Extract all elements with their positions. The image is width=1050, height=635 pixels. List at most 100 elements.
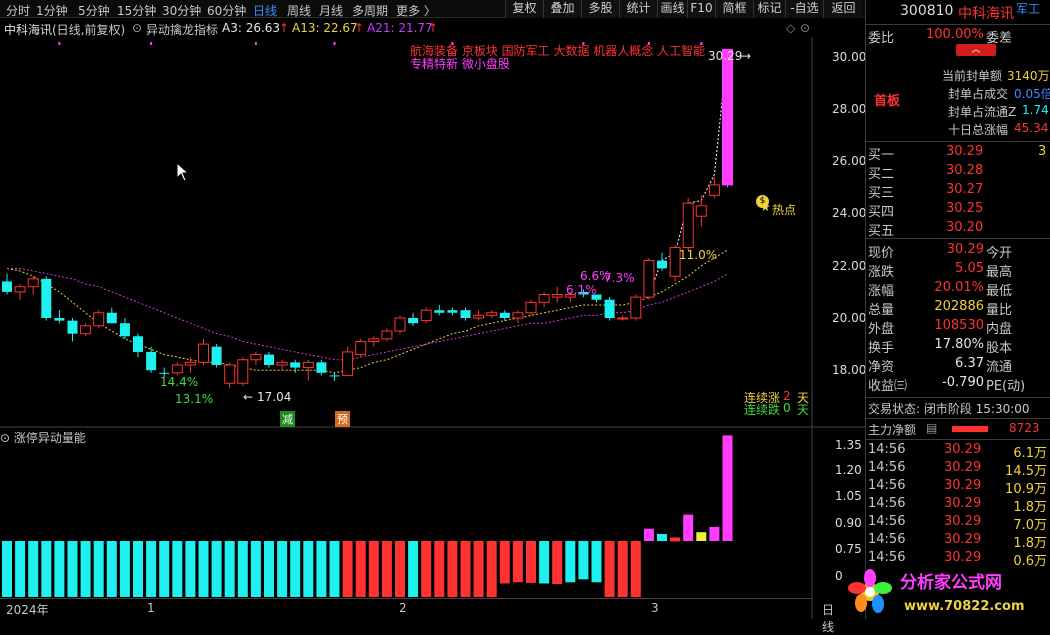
volume-bar — [630, 541, 641, 597]
stat-label: 涨幅 — [868, 284, 895, 299]
volume-bar — [211, 541, 222, 597]
volume-bar — [303, 541, 314, 597]
candle-body — [14, 286, 26, 293]
vol-tick: 0.75 — [835, 542, 862, 556]
pct-label: 7.3% — [604, 271, 635, 285]
sector-tag[interactable]: 军工 — [1016, 2, 1041, 16]
period-tab[interactable]: 5分钟 — [78, 4, 110, 18]
indicator-name[interactable]: 异动擒龙指标 — [146, 23, 219, 37]
concept-tags: 航海装备 京板块 国防军工 大数据 机器人概念 人工智能 — [410, 44, 706, 58]
volume-bar — [264, 541, 274, 597]
stat-value: 20.01% — [934, 280, 984, 295]
volume-bar — [395, 541, 405, 597]
tick-row: 14:56 30.29 7.0万 — [868, 513, 1049, 533]
stat-row: 外盘 108530 内盘 — [868, 317, 1049, 337]
bid-price: 30.27 — [946, 182, 984, 197]
period-tab[interactable]: 分时 — [6, 4, 31, 18]
tick-row: 14:56 30.29 1.8万 — [868, 495, 1049, 515]
candle-body — [316, 362, 327, 373]
price-tick: 22.00 — [832, 259, 867, 273]
candle-body — [643, 260, 655, 298]
a3-value: A3: 26.63 — [222, 21, 281, 35]
streak-down-count: 0 — [783, 401, 791, 415]
x-tick: 日线 — [822, 603, 835, 634]
candle-body — [2, 281, 12, 292]
seal-label: 封单占成交 — [948, 87, 1009, 101]
seal-value: 0.05倍 — [1014, 87, 1050, 101]
period-tab[interactable]: 60分钟 — [207, 4, 247, 18]
volume-bar — [460, 541, 471, 597]
tick-volume: 0.6万 — [1013, 554, 1047, 569]
period-tab[interactable]: 多周期 — [352, 4, 389, 18]
tick-time: 14:56 — [868, 532, 906, 547]
toolbar-button[interactable]: 返回 — [823, 0, 863, 18]
tick-time: 14:56 — [868, 550, 906, 565]
bid-row[interactable]: 买一 30.29 3 — [868, 143, 1049, 163]
ma-yellow-line — [6, 249, 728, 374]
toolbar-button[interactable]: F10 — [687, 0, 715, 18]
toolbar-button[interactable]: 标记 — [753, 0, 785, 18]
volume-bar — [683, 514, 694, 541]
candle-body — [184, 361, 196, 366]
volume-bar — [368, 541, 379, 597]
candle-body — [146, 351, 157, 371]
diamond-icon[interactable]: ◇ — [786, 21, 796, 35]
stat-label: 外盘 — [868, 322, 895, 337]
pct-label: 6.6% — [580, 269, 611, 283]
stat-value: 108530 — [934, 318, 984, 333]
volume-bar — [80, 541, 91, 597]
toolbar-button[interactable]: 统计 — [619, 0, 657, 18]
top-dots — [58, 42, 703, 45]
bid-label: 买二 — [868, 167, 895, 182]
low-arrow-icon: ← — [243, 390, 254, 404]
high-label: 30.29 — [708, 49, 743, 63]
quote-panel: 300810 中科海讯 军工 委比 100.00% 委差 ︿ 首板 当前封单额 3… — [865, 0, 1050, 619]
toolbar-button[interactable]: 复权 — [505, 0, 543, 18]
toolbar-button[interactable]: 多股 — [581, 0, 619, 18]
settings-icon[interactable]: ⊙ — [132, 21, 143, 35]
period-tab[interactable]: 30分钟 — [162, 4, 202, 18]
period-tab[interactable]: 月线 — [319, 4, 344, 18]
candle-body — [27, 278, 39, 288]
period-tab[interactable]: 15分钟 — [117, 4, 157, 18]
table-icon[interactable]: ▤ — [926, 421, 938, 435]
collapse-icon[interactable]: ︿ — [956, 44, 996, 56]
period-tab[interactable]: 更多 〉 — [396, 4, 436, 18]
candle-body — [420, 309, 432, 322]
up-arrow-icon: ↑ — [428, 21, 439, 35]
chart-mode: (日线,前复权) — [52, 23, 126, 37]
toolbar-button[interactable]: 画线 — [657, 0, 687, 18]
period-tab-active[interactable]: 日线 — [253, 4, 278, 18]
volume-bar — [133, 541, 143, 597]
bid-row[interactable]: 买五 30.20 — [868, 219, 1049, 239]
x-tick: 2 — [399, 601, 407, 615]
period-tab[interactable]: 周线 — [287, 4, 312, 18]
bid-label: 买五 — [868, 224, 895, 239]
bid-row[interactable]: 买四 30.25 — [868, 200, 1049, 220]
candle-body — [54, 318, 65, 321]
volume-bar — [578, 541, 589, 580]
volume-bar — [15, 541, 26, 597]
tick-time: 14:56 — [868, 496, 906, 511]
stat-label: 收益㈢ — [868, 379, 908, 394]
bid-row[interactable]: 买三 30.27 — [868, 181, 1049, 201]
tick-volume: 14.5万 — [1005, 464, 1047, 479]
candle-body — [381, 330, 393, 340]
close-icon[interactable]: ⊙ — [800, 21, 811, 35]
toolbar-button[interactable]: 叠加 — [543, 0, 581, 18]
period-tab[interactable]: 1分钟 — [36, 4, 68, 18]
toolbar-button[interactable]: -自选 — [785, 0, 823, 18]
bid-row[interactable]: 买二 30.28 — [868, 162, 1049, 182]
candle-body — [119, 323, 130, 337]
kline-chart[interactable] — [0, 37, 865, 619]
toolbar-button[interactable]: 简框 — [715, 0, 753, 18]
stat-value: 30.29 — [946, 242, 984, 257]
volume-bar — [696, 532, 707, 541]
volume-bar — [526, 541, 536, 583]
settings-icon[interactable]: ⊙ — [0, 431, 14, 445]
volume-bar — [408, 541, 419, 597]
volume-bar — [381, 541, 392, 597]
price-tick: 20.00 — [832, 311, 867, 325]
volume-bar — [342, 541, 353, 597]
signal-dot — [700, 42, 703, 45]
